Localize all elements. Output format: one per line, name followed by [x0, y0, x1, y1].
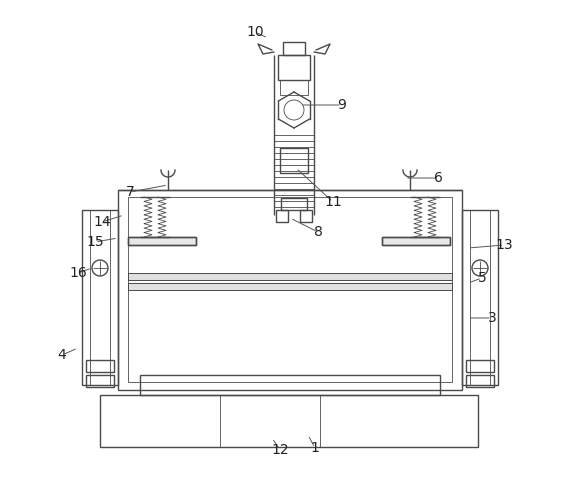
Text: 3: 3 [487, 311, 496, 325]
Bar [82, 210, 118, 385]
Bar [128, 273, 452, 280]
Bar [281, 198, 307, 210]
Text: 9: 9 [338, 98, 346, 112]
Text: 16: 16 [69, 266, 87, 280]
Bar [118, 190, 462, 390]
Text: 8: 8 [314, 225, 322, 239]
Bar [283, 42, 305, 55]
Bar [128, 283, 452, 290]
Text: 15: 15 [86, 235, 104, 249]
Text: 14: 14 [93, 215, 111, 229]
Text: 12: 12 [271, 443, 289, 457]
Bar [128, 237, 196, 245]
Bar [128, 237, 196, 245]
Bar [86, 360, 114, 372]
Text: 10: 10 [246, 25, 264, 39]
Text: 1: 1 [311, 441, 319, 455]
Bar [278, 55, 310, 80]
Bar [300, 210, 312, 222]
Bar [280, 148, 308, 173]
Bar [128, 283, 452, 290]
Bar [382, 237, 450, 245]
Bar [140, 375, 440, 395]
Text: 5: 5 [477, 271, 486, 285]
Text: 11: 11 [324, 195, 342, 209]
Bar [100, 395, 478, 447]
Text: 13: 13 [495, 238, 513, 252]
Bar [276, 210, 288, 222]
Text: 7: 7 [125, 185, 134, 199]
Bar [128, 273, 452, 280]
Text: 4: 4 [58, 348, 66, 362]
Bar [382, 237, 450, 245]
Bar [128, 197, 452, 382]
Text: 6: 6 [434, 171, 442, 185]
Bar [466, 375, 494, 387]
Bar [280, 80, 308, 95]
Bar [86, 375, 114, 387]
Bar [466, 360, 494, 372]
Bar [462, 210, 498, 385]
